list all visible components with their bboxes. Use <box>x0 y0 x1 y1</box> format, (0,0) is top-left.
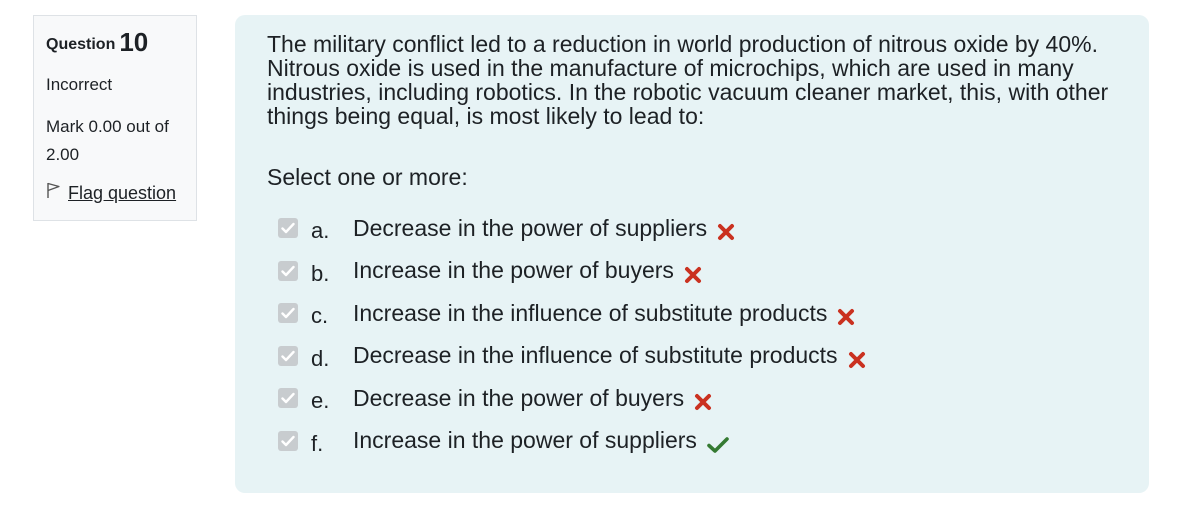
answer-option: b. Increase in the power of buyers <box>267 250 1116 293</box>
answer-checkbox[interactable] <box>278 345 298 366</box>
answer-letter: d. <box>311 345 330 371</box>
flag-question-link[interactable]: Flag question <box>68 182 177 203</box>
answer-text: Increase in the power of buyers <box>353 257 674 284</box>
question-info-panel: Question 10 Incorrect Mark 0.00 out of 2.… <box>33 15 197 221</box>
answer-text: Increase in the influence of substitute … <box>353 299 828 326</box>
question-number-heading: Question 10 <box>46 28 184 59</box>
correct-check-icon <box>707 428 729 454</box>
incorrect-cross-icon <box>684 258 702 284</box>
question-state: Incorrect <box>46 75 113 94</box>
incorrect-cross-icon <box>848 343 866 369</box>
incorrect-cross-icon <box>694 385 712 411</box>
answer-checkbox[interactable] <box>278 218 298 239</box>
answer-letter: a. <box>311 218 330 244</box>
answer-text: Decrease in the influence of substitute … <box>353 342 838 369</box>
question-text: The military conflict led to a reduction… <box>267 31 1109 129</box>
answer-letter: c. <box>311 303 329 329</box>
question-number: 10 <box>119 27 149 57</box>
answer-text: Increase in the power of suppliers <box>353 427 697 454</box>
answer-checkbox[interactable] <box>278 260 298 281</box>
answer-checkbox[interactable] <box>278 388 298 409</box>
answer-option: a. Decrease in the power of suppliers <box>267 207 1116 250</box>
flag-icon <box>46 182 62 204</box>
answer-checkbox[interactable] <box>278 303 298 324</box>
answer-letter: f. <box>311 430 324 456</box>
answer-option: e. Decrease in the power of buyers <box>267 377 1116 420</box>
answer-letter: b. <box>311 260 330 286</box>
answer-option: f. Increase in the power of suppliers <box>267 420 1116 463</box>
incorrect-cross-icon <box>837 300 855 326</box>
answer-option: c. Increase in the influence of substitut… <box>267 292 1116 335</box>
answer-text: Decrease in the power of suppliers <box>353 214 708 241</box>
flag-question[interactable]: Flag question <box>46 182 184 204</box>
question-label: Question <box>46 36 116 53</box>
answer-option: d. Decrease in the influence of substitut… <box>267 335 1116 378</box>
answer-prompt: Select one or more: <box>267 164 468 190</box>
answer-list: a. Decrease in the power of suppliers b. In… <box>267 207 1116 462</box>
answer-text: Decrease in the power of buyers <box>353 384 685 411</box>
question-grade: Mark 0.00 out of 2.00 <box>46 117 169 164</box>
incorrect-cross-icon <box>717 215 735 241</box>
answer-letter: e. <box>311 388 330 414</box>
question-content: The military conflict led to a reduction… <box>235 15 1149 493</box>
answer-checkbox[interactable] <box>278 430 298 451</box>
